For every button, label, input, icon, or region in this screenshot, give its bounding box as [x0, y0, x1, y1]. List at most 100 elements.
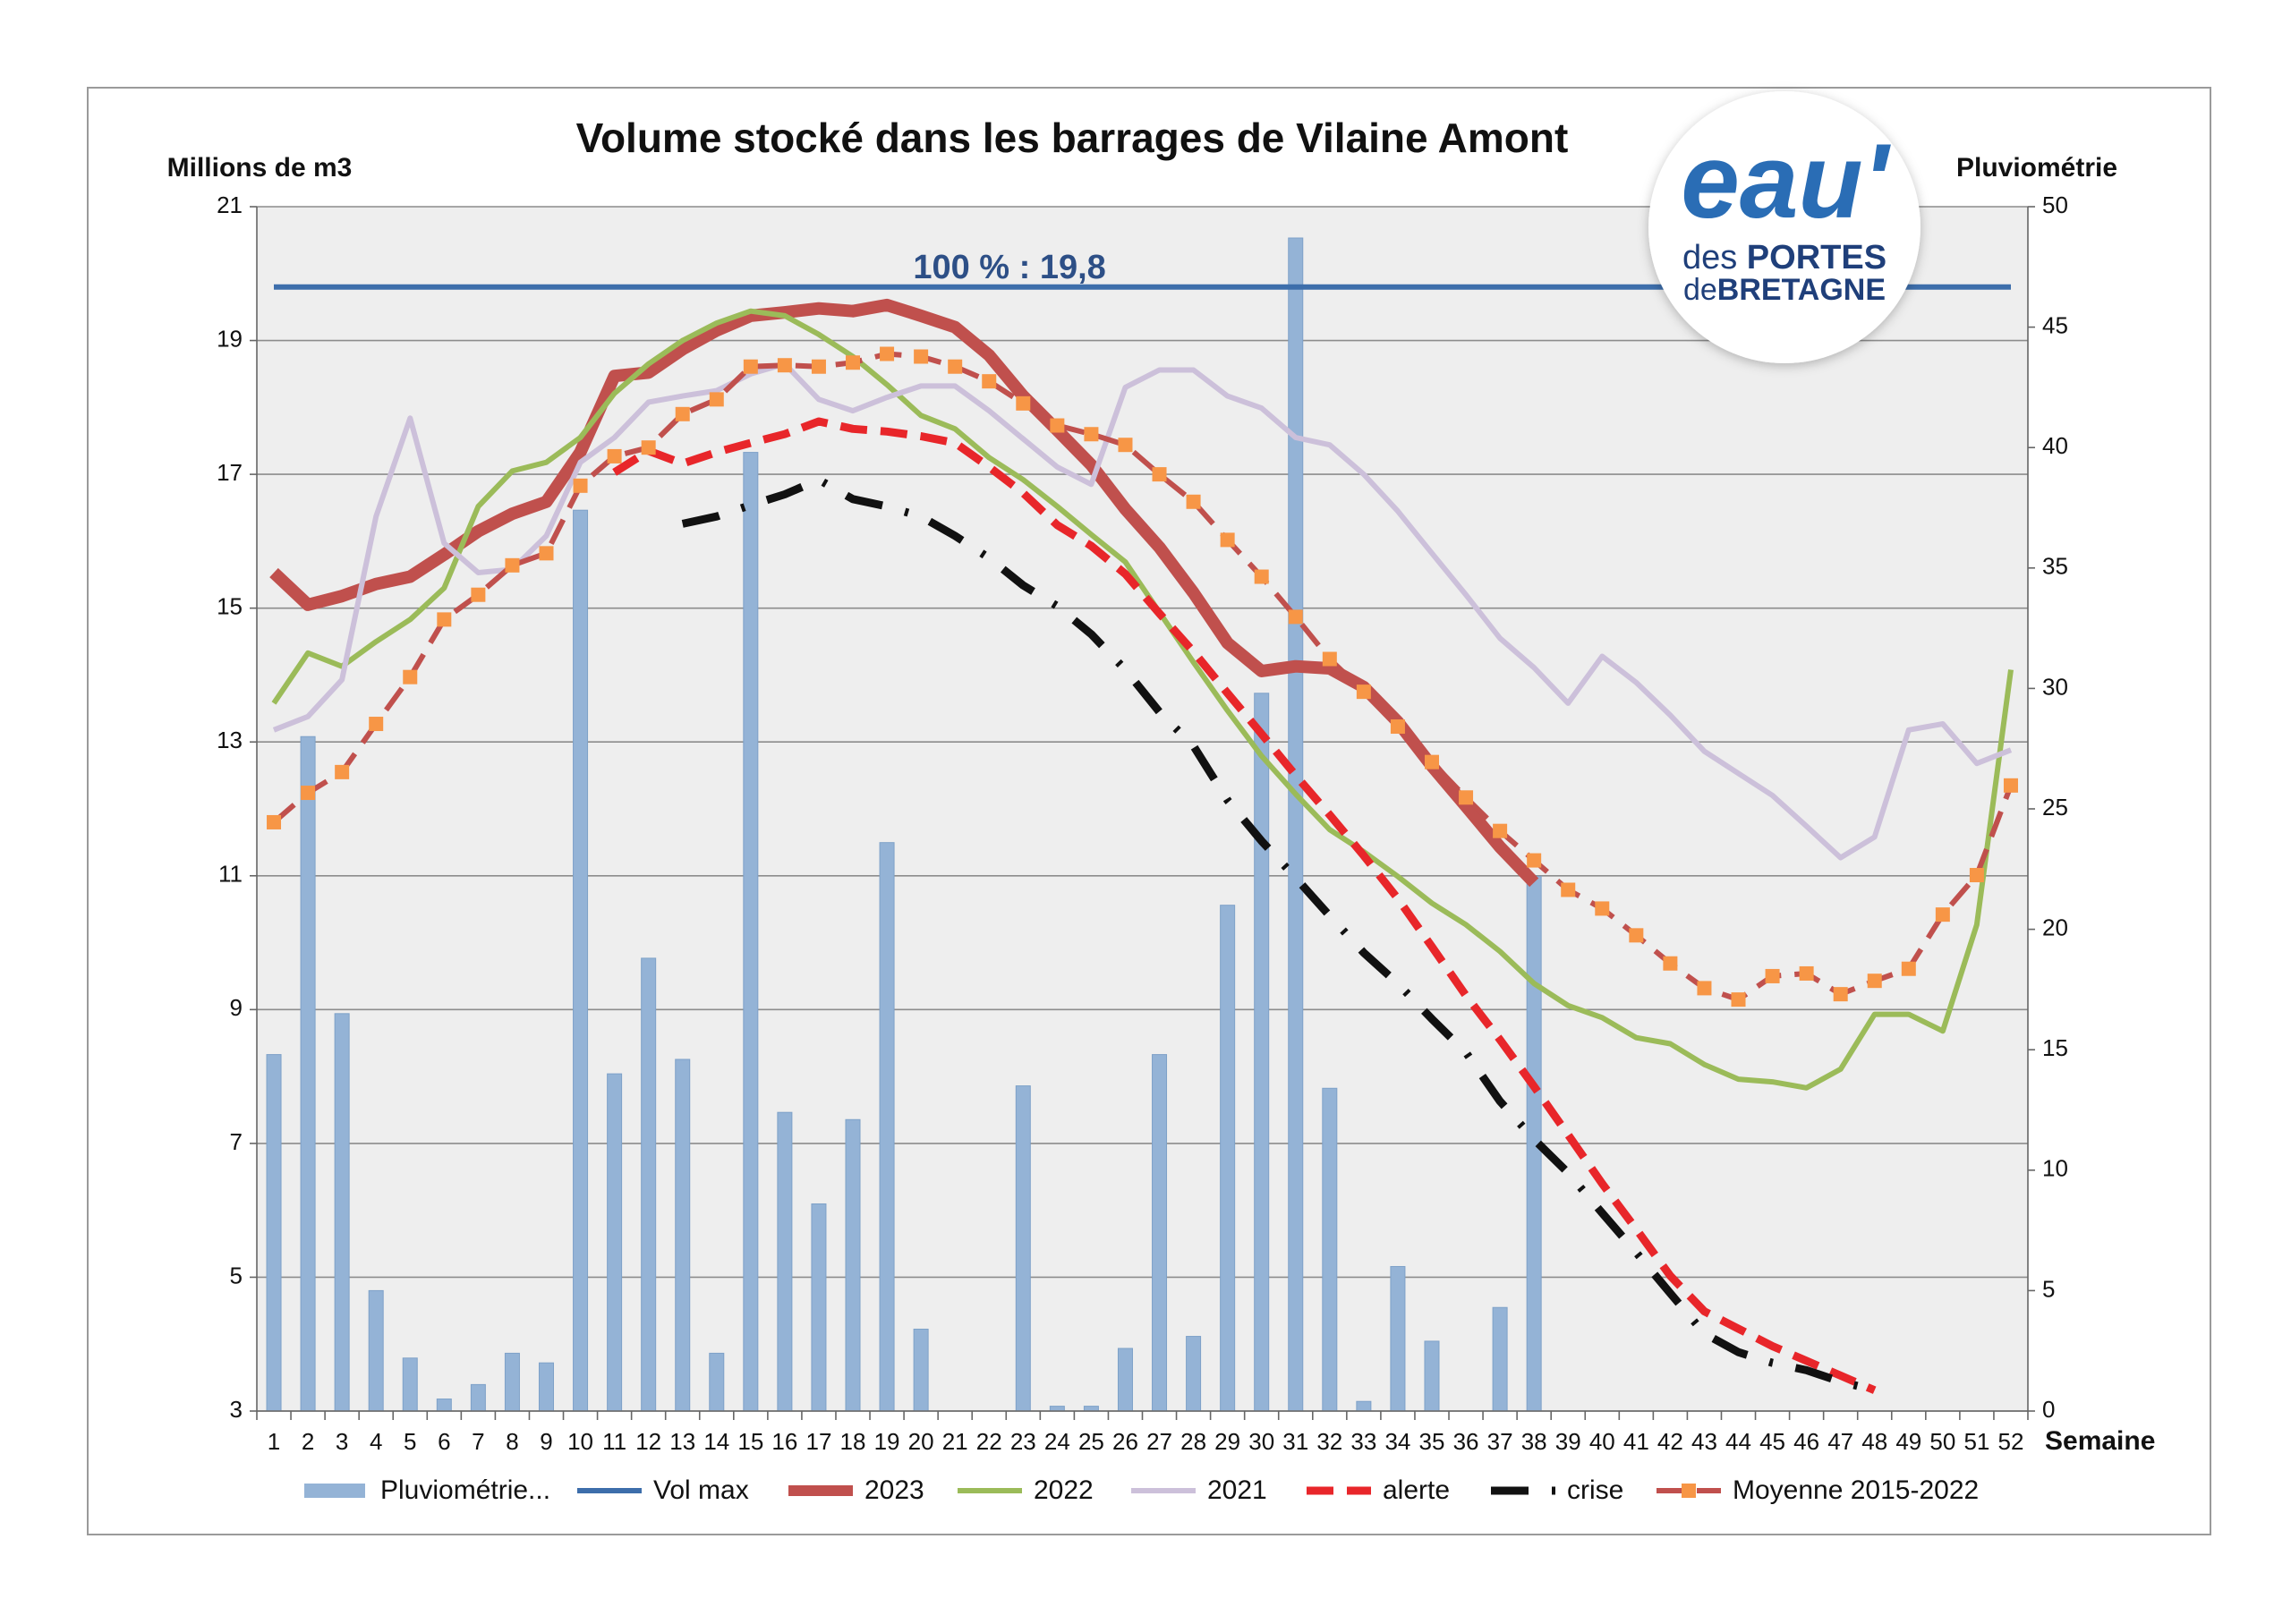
bar: [675, 1059, 691, 1412]
marker: [777, 358, 792, 373]
y2-tick-label: 50: [2042, 191, 2068, 218]
marker: [1084, 427, 1099, 442]
chart-title: Volume stocké dans les barrages de Vilai…: [576, 115, 1569, 161]
marker: [1424, 754, 1439, 769]
marker: [1697, 981, 1712, 996]
legend-label: 2022: [1034, 1475, 1094, 1505]
y2-tick-label: 45: [2042, 311, 2068, 338]
logo-circle: [1648, 91, 1921, 363]
y-tick-label: 11: [218, 861, 243, 888]
bar: [709, 1352, 725, 1412]
x-tick-label: 9: [540, 1428, 552, 1455]
marker: [641, 440, 656, 455]
marker: [811, 359, 826, 374]
marker: [369, 717, 384, 732]
legend-marker: [1682, 1484, 1696, 1498]
bar: [436, 1399, 452, 1412]
marker: [1050, 418, 1065, 433]
x-tick-label: 24: [1044, 1428, 1070, 1455]
marker: [1390, 719, 1405, 735]
y2-tick-label: 30: [2042, 673, 2068, 700]
x-tick-label: 45: [1759, 1428, 1785, 1455]
marker: [1356, 684, 1371, 700]
bar: [1049, 1406, 1065, 1412]
x-tick-label: 18: [840, 1428, 866, 1455]
legend-label: Moyenne 2015-2022: [1733, 1475, 1979, 1505]
marker: [1118, 438, 1133, 453]
y2-tick-label: 0: [2042, 1396, 2055, 1423]
marker: [1663, 956, 1678, 971]
x-tick-label: 2: [302, 1428, 314, 1455]
x-tick-label: 31: [1282, 1428, 1308, 1455]
bar: [1424, 1340, 1440, 1412]
x-tick-label: 16: [771, 1428, 797, 1455]
legend: Pluviométrie... Vol max 2023 2022 2021 alerte…: [304, 1475, 1979, 1505]
y2-tick-label: 35: [2042, 553, 2068, 580]
marker: [1561, 882, 1576, 897]
marker: [1731, 992, 1746, 1008]
logo-word: PORTES: [1747, 239, 1886, 276]
y-tick-label: 19: [217, 325, 243, 352]
x-tick-label: 5: [404, 1428, 416, 1455]
bar: [879, 842, 895, 1412]
y2-tick-label: 20: [2042, 914, 2068, 940]
y-tick-label: 13: [217, 727, 243, 753]
x-tick-label: 30: [1248, 1428, 1274, 1455]
marker: [709, 392, 724, 407]
legend-swatch: [304, 1484, 365, 1498]
x-tick-label: 44: [1725, 1428, 1751, 1455]
marker: [1493, 823, 1508, 838]
bar: [607, 1073, 623, 1412]
marker: [743, 359, 758, 374]
bar: [573, 509, 589, 1412]
line: [272, 351, 2014, 1003]
lines: [267, 284, 2018, 1395]
legend-label: Vol max: [653, 1475, 749, 1505]
marker: [1799, 965, 1814, 981]
x-tick-label: 1: [268, 1428, 280, 1455]
x-tick-label: 38: [1521, 1428, 1547, 1455]
bar: [1152, 1054, 1168, 1412]
bar: [1356, 1400, 1372, 1412]
marker: [505, 557, 520, 573]
marker: [846, 355, 861, 370]
legend-label: 2021: [1207, 1475, 1267, 1505]
x-tick-label: 50: [1929, 1428, 1955, 1455]
marker: [267, 814, 282, 829]
marker: [1016, 395, 1031, 411]
x-tick-label: 35: [1419, 1428, 1445, 1455]
bar: [845, 1118, 861, 1412]
line: [681, 475, 1876, 1395]
marker: [335, 764, 350, 779]
x-tick-label: 21: [942, 1428, 968, 1455]
y2-tick-label: 40: [2042, 432, 2068, 459]
x-tick-label: 43: [1691, 1428, 1717, 1455]
x-tick-label: 23: [1010, 1428, 1036, 1455]
x-tick-label: 13: [669, 1428, 695, 1455]
marker: [471, 587, 486, 602]
marker: [403, 669, 418, 684]
bar: [266, 1054, 282, 1412]
bar: [913, 1328, 929, 1412]
y-axis-title: Millions de m3: [167, 153, 353, 183]
marker: [1322, 651, 1337, 667]
x-tick-label: 51: [1963, 1428, 1989, 1455]
marker: [539, 546, 554, 561]
y2-axis-title: Pluviométrie: [1956, 153, 2117, 183]
line: [269, 298, 1539, 888]
y2-tick-label: 10: [2042, 1155, 2068, 1182]
marker: [607, 448, 622, 463]
x-tick-label: 10: [567, 1428, 593, 1455]
x-tick-label: 3: [336, 1428, 348, 1455]
x-tick-label: 29: [1214, 1428, 1240, 1455]
bar: [811, 1203, 827, 1412]
logo-mark: eau': [1681, 123, 1891, 241]
x-tick-label: 48: [1861, 1428, 1887, 1455]
y-tick-label: 7: [230, 1128, 243, 1155]
x-tick-label: 37: [1487, 1428, 1513, 1455]
x-tick-label: 27: [1146, 1428, 1172, 1455]
bar: [1322, 1087, 1338, 1412]
x-tick-label: 7: [472, 1428, 484, 1455]
line: [612, 417, 1877, 1394]
